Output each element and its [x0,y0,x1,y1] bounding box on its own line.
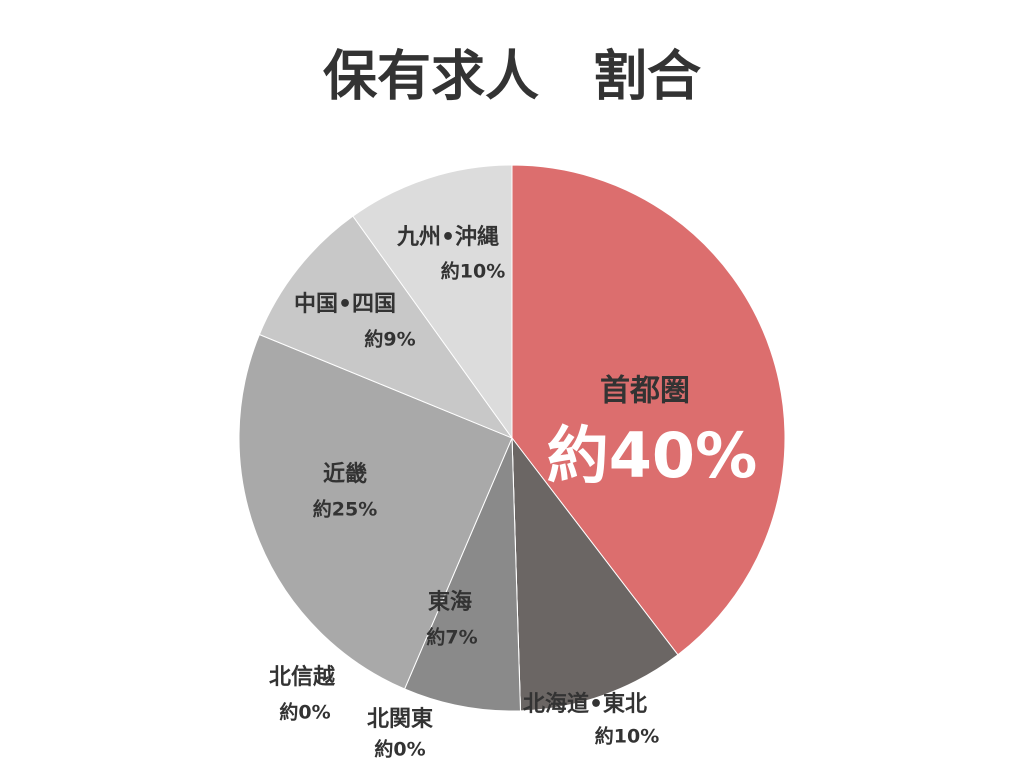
slice-label: 首都圏 [600,374,690,409]
slice-label: 中国•四国 [294,292,396,317]
value-label: 約10% [595,725,659,748]
pie-slice [352,164,513,440]
slice-label: 北関東 [367,707,433,732]
pie-slice [258,215,514,440]
pie-slice [511,436,679,712]
pie-slice [238,333,513,690]
value-label: 約40% [547,419,757,492]
value-label: 約0% [374,738,425,761]
value-label: 約7% [426,626,477,649]
slice-label: 東海 [428,589,472,615]
slice-label: 北信越 [269,664,336,690]
slice-label: 近畿 [323,461,367,487]
chart-title: 保有求人 割合 [323,45,701,108]
value-label: 約10% [441,260,505,283]
slice-label: 北海道•東北 [523,691,647,717]
value-label: 約9% [364,328,415,351]
value-label: 約25% [313,498,377,521]
pie-slice [511,164,786,656]
pie-slice [403,437,522,712]
slice-label: 九州•沖縄 [396,225,499,250]
value-label: 約0% [279,701,330,724]
